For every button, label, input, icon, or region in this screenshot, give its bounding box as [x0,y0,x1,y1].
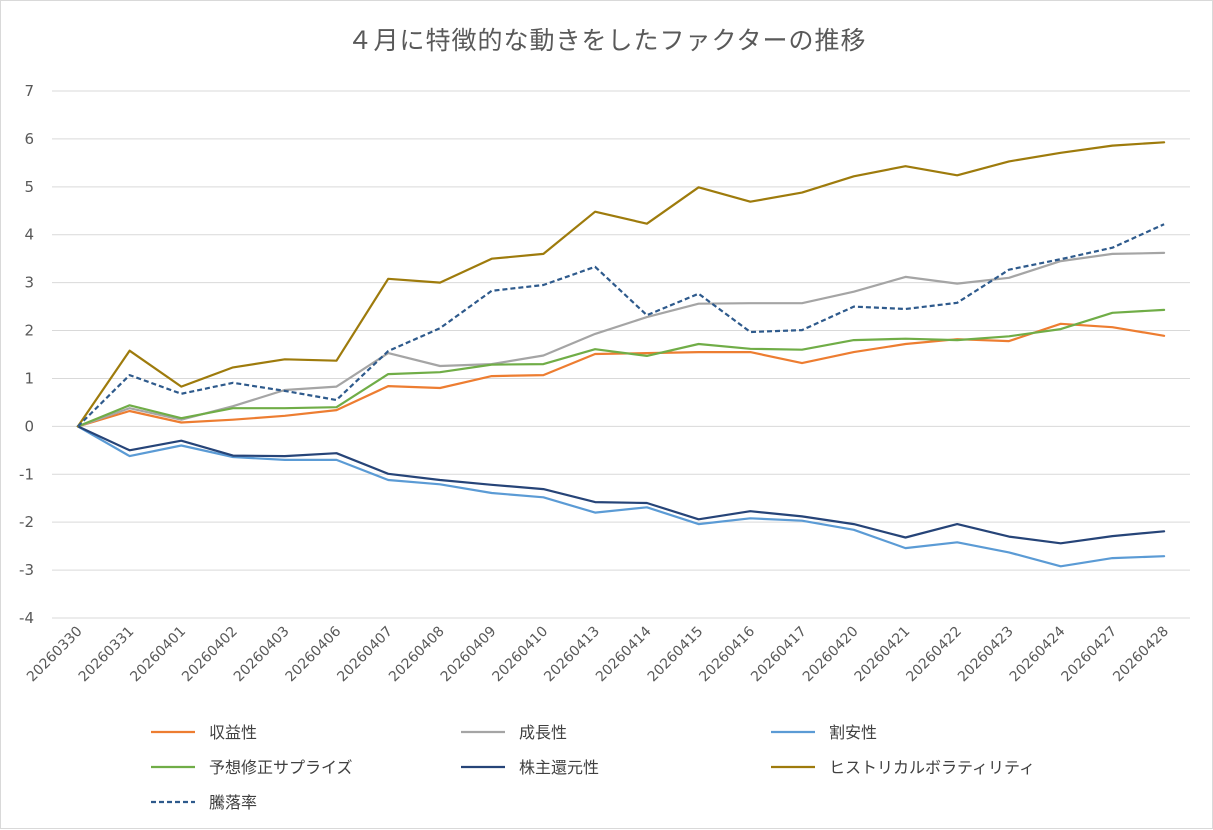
y-tick-label: -4 [19,609,34,627]
legend-label: 成長性 [519,723,567,742]
legend-label: 騰落率 [209,793,257,812]
series-line-4 [76,425,1166,545]
y-tick-label: 3 [24,274,34,292]
gridlines [52,90,1190,619]
series-line-2 [76,425,1166,568]
series-lines [76,141,1166,568]
series-line-3 [76,308,1166,428]
y-tick-label: 4 [24,226,34,244]
x-tick-label: 20260428 [1110,624,1172,686]
y-tick-label: -1 [19,465,34,483]
y-tick-label: 1 [24,369,34,387]
series-line-0 [76,322,1166,428]
legend-label: 株主還元性 [519,758,599,777]
x-axis-tick-labels: 2026033020260331202604012026040220260403… [24,623,1172,685]
series-line-5 [76,141,1166,428]
series-line-6 [77,223,1165,428]
y-tick-label: 2 [24,322,34,340]
y-tick-label: 7 [24,82,34,100]
y-tick-label: -2 [19,513,34,531]
y-tick-label: 5 [24,178,34,196]
legend-label: 収益性 [209,723,257,742]
y-tick-label: 0 [24,417,34,435]
chart-title: ４月に特徴的な動きをしたファクターの推移 [347,26,866,55]
y-tick-label: -3 [19,561,34,579]
y-axis-tick-labels: 7 6 5 4 3 2 1 0 -1 -2 -3 -4 [19,82,34,627]
legend-label: ヒストリカルボラティリティ [829,758,1035,777]
legend-label: 予想修正サプライズ [209,758,353,777]
y-tick-label: 6 [24,130,34,148]
series-line-1 [76,251,1166,428]
legend-label: 割安性 [829,723,877,742]
